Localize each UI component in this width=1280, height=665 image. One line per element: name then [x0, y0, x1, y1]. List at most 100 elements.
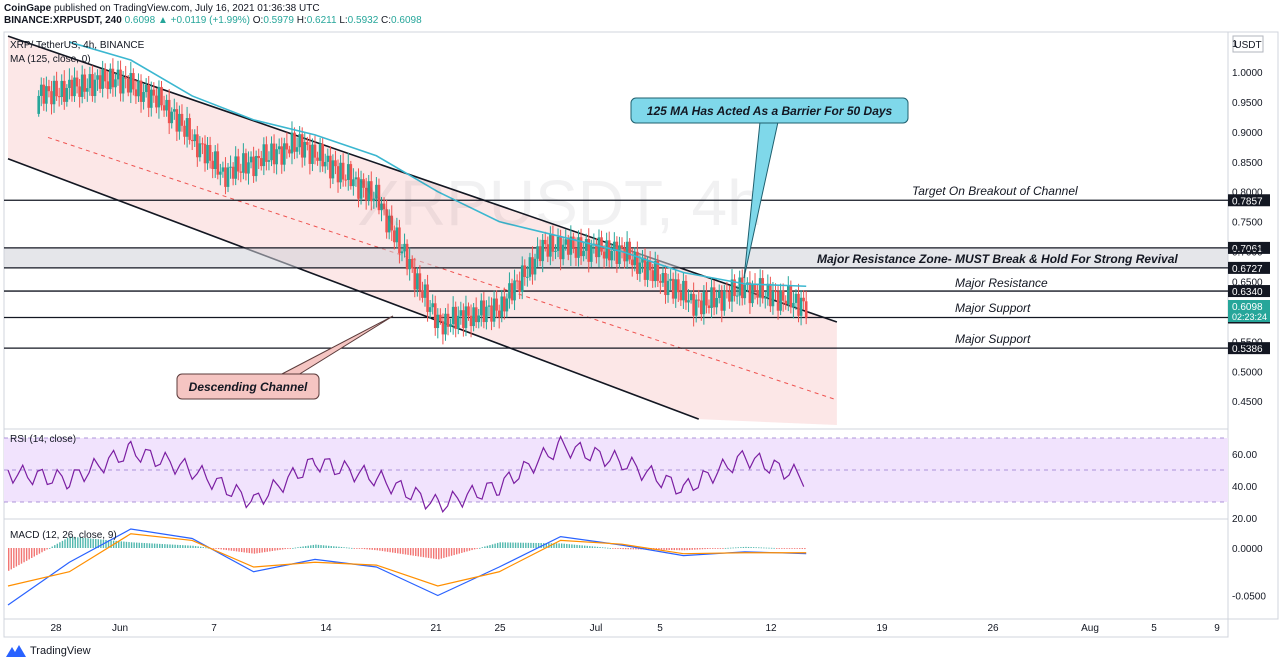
candle-body [73, 77, 76, 97]
open-label: O: [252, 15, 264, 26]
up-arrow-icon: ▲ [157, 15, 168, 26]
macd-signal-line [7, 533, 807, 587]
macd-histogram-bar [448, 548, 450, 557]
macd-histogram-bar [20, 548, 23, 564]
macd-histogram-bar [445, 548, 448, 558]
candle-body [57, 96, 61, 98]
rsi-tick-2: 20.00 [1232, 514, 1257, 525]
ma-callout-box[interactable] [630, 97, 909, 124]
candle-body [613, 241, 616, 251]
macd-histogram-bar [246, 548, 248, 553]
macd-histogram-bar [655, 548, 658, 550]
candle-body [520, 265, 524, 292]
time-tick-4: 21 [430, 623, 442, 634]
candle-body [231, 166, 235, 179]
candle-body [456, 315, 460, 329]
candle-body [643, 257, 647, 280]
macd-histogram-bar [146, 543, 148, 548]
macd-histogram-bar [95, 538, 97, 548]
candle-body [354, 177, 358, 180]
candle-body [730, 279, 734, 302]
candle-body [444, 313, 447, 335]
level-badge-3 [1228, 285, 1270, 298]
macd-histogram-bar [512, 542, 514, 548]
level-badge-2 [1228, 261, 1270, 274]
macd-histogram-bar [755, 547, 757, 549]
candle-body [428, 307, 432, 312]
candle-body [710, 287, 713, 308]
macd-histogram-bar [61, 540, 64, 548]
macd-histogram-bar [402, 548, 404, 555]
candle-body [372, 198, 376, 202]
macd-histogram-bar [773, 547, 775, 549]
macd-histogram-bar [64, 539, 66, 548]
candle-body [162, 105, 166, 111]
macd-histogram-bar [740, 547, 742, 548]
macd-histogram-bar [724, 547, 727, 549]
macd-histogram-bar [79, 537, 82, 548]
candle-body [377, 184, 381, 211]
macd-histogram-bar [107, 540, 110, 548]
tradingview-logo-icon [6, 645, 26, 657]
resistance-zone-annotation: Major Resistance Zone- MUST Break & Hold… [817, 252, 1178, 266]
candle-body [418, 273, 422, 291]
candle-body [674, 279, 678, 299]
candle-body [252, 156, 255, 177]
candle-body [771, 291, 775, 307]
candle-body [597, 237, 601, 258]
price-axis-panel[interactable] [1227, 31, 1279, 620]
macd-histogram-bar [220, 548, 222, 550]
macd-histogram-bar [420, 548, 422, 557]
macd-histogram-bar [225, 548, 227, 551]
footer-brand[interactable]: TradingView [6, 645, 91, 657]
candle-body [638, 262, 642, 274]
macd-histogram-bar [438, 548, 440, 560]
candle-body [636, 251, 639, 274]
candle-body [661, 273, 665, 283]
channel-callout-box[interactable] [176, 373, 320, 400]
candle-body [766, 283, 770, 297]
macd-histogram-bar [176, 544, 179, 548]
macd-histogram-bar [663, 548, 665, 550]
candle-body [172, 109, 176, 112]
candle-body [247, 162, 250, 174]
candle-body [55, 80, 58, 97]
candle-body [344, 179, 347, 181]
level-badge-1 [1228, 241, 1270, 254]
macd-histogram-bar [765, 547, 768, 549]
macd-histogram-bar [601, 547, 604, 549]
macd-histogram-bar [555, 543, 558, 548]
macd-histogram-bar [589, 546, 591, 548]
macd-histogram-bar [51, 546, 53, 548]
macd-histogram-bar [46, 548, 48, 550]
macd-histogram-bar [658, 548, 660, 550]
candle-body [111, 68, 115, 88]
candle-body [93, 79, 97, 97]
macd-histogram-bar [604, 547, 606, 549]
candle-body [405, 243, 409, 270]
candle-body [152, 89, 156, 96]
candle-body [50, 91, 53, 105]
currency-badge[interactable] [1232, 35, 1264, 53]
candle-body [541, 239, 544, 262]
candle-body [254, 155, 258, 177]
macd-histogram-bar [450, 548, 453, 556]
macd-histogram-bar [778, 548, 780, 549]
candle-body [641, 257, 644, 263]
candle-body [433, 303, 437, 329]
macd-pane[interactable] [3, 518, 1229, 620]
macd-histogram-bar [279, 548, 281, 550]
time-tick-8: 12 [765, 623, 777, 634]
candle-body [467, 306, 470, 316]
time-axis-panel[interactable] [3, 618, 1229, 638]
macd-histogram-bar [691, 548, 693, 550]
candle-body [285, 143, 289, 150]
candle-body [298, 134, 301, 148]
candle-body [687, 300, 690, 303]
candle-body [451, 306, 455, 325]
candle-body [165, 99, 168, 111]
candle-body [198, 143, 202, 158]
macd-histogram-bar [312, 544, 315, 548]
price-tick-11: 0.4500 [1232, 397, 1263, 408]
